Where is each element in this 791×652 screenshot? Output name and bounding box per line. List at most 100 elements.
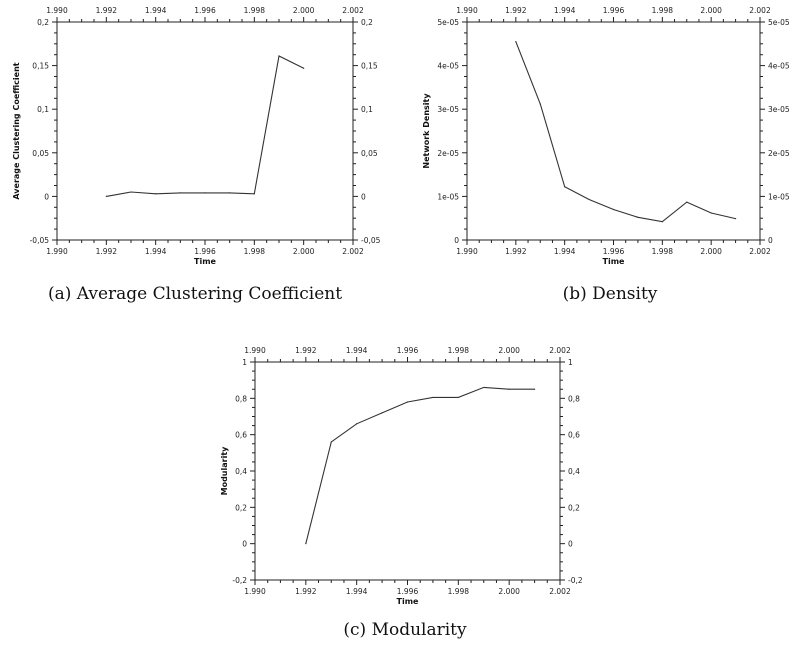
x-tick-label: 2.000 — [293, 247, 315, 256]
data-point — [105, 195, 107, 197]
x-tick-label-top: 1.992 — [295, 346, 317, 355]
y-tick-label: 0,05 — [32, 149, 49, 158]
caption-c: (c) Modularity — [343, 620, 467, 640]
chart-a: 1.990 1.990 1.992 1.992 1.994 1.994 1.996 1.996… — [12, 6, 381, 266]
y-tick-label-right: 0,2 — [568, 503, 580, 512]
y-tick-label: 0,15 — [32, 62, 49, 71]
y-tick-label: 2e-05 — [437, 149, 459, 158]
x-tick-label-top: 1.990 — [456, 6, 478, 15]
x-tick-label: 1.994 — [554, 247, 576, 256]
x-tick-label-top: 2.002 — [749, 6, 771, 15]
data-point — [179, 192, 181, 194]
plot-frame — [466, 21, 761, 241]
x-tick-label-top: 1.996 — [603, 6, 625, 15]
y-tick-label: 0,1 — [37, 105, 49, 114]
y-tick-label-right: 0,05 — [361, 149, 378, 158]
y-tick-label: 1 — [242, 358, 247, 367]
x-tick-label-top: 2.002 — [342, 6, 364, 15]
data-point — [130, 191, 132, 193]
x-tick-label-top: 2.000 — [293, 6, 315, 15]
data-point — [278, 55, 280, 57]
y-axis-label: Average Clustering Coefficient — [12, 62, 21, 199]
x-tick-label-top: 1.990 — [46, 6, 68, 15]
data-point — [515, 41, 517, 43]
y-tick-label-right: 0 — [361, 192, 366, 201]
x-tick-label: 1.990 — [456, 247, 478, 256]
y-tick-label-right: 4e-05 — [768, 62, 790, 71]
y-tick-label-right: 0,8 — [568, 394, 580, 403]
y-tick-label-right: 0,2 — [361, 18, 373, 27]
x-tick-label-top: 1.992 — [505, 6, 527, 15]
x-tick-label: 1.998 — [244, 247, 266, 256]
x-tick-label: 1.992 — [295, 587, 317, 596]
x-tick-label: 2.000 — [498, 587, 520, 596]
y-tick-label-right: 2e-05 — [768, 149, 790, 158]
y-tick-label-right: 1e-05 — [768, 192, 790, 201]
x-tick-label-top: 1.994 — [346, 346, 368, 355]
data-point — [564, 186, 566, 188]
y-tick-label: -0,2 — [232, 576, 247, 585]
x-tick-label-top: 1.994 — [554, 6, 576, 15]
x-tick-label: 1.994 — [346, 587, 368, 596]
data-point — [253, 193, 255, 195]
x-tick-label-top: 1.996 — [194, 6, 216, 15]
y-tick-label-right: 0,15 — [361, 62, 378, 71]
y-tick-label: 0,2 — [235, 503, 247, 512]
series-line — [106, 55, 304, 197]
x-axis-label: Time — [397, 597, 420, 606]
x-tick-label: 2.002 — [749, 247, 771, 256]
y-tick-label: -0,05 — [30, 236, 50, 245]
x-tick-label-top: 1.992 — [96, 6, 118, 15]
x-tick-label-top: 2.000 — [700, 6, 722, 15]
y-tick-label-right: 1 — [568, 358, 573, 367]
chart-panel-c: 1.990 1.990 1.992 1.992 1.994 1.994 1.996 1.996… — [210, 338, 590, 613]
x-tick-label: 1.996 — [194, 247, 216, 256]
data-point — [734, 218, 737, 220]
y-tick-label-right: 0,6 — [568, 431, 580, 440]
data-point — [612, 208, 615, 211]
data-point — [539, 103, 541, 105]
data-point — [710, 212, 712, 214]
series-line — [515, 41, 736, 223]
data-point — [381, 412, 383, 414]
data-point — [330, 441, 332, 443]
y-tick-label: 1e-05 — [437, 192, 459, 201]
caption-a: (a) Average Clustering Coefficient — [47, 284, 343, 304]
x-tick-label: 1.990 — [46, 247, 68, 256]
x-tick-label: 1.996 — [397, 587, 419, 596]
y-tick-label-right: 0 — [568, 540, 573, 549]
data-point — [406, 401, 409, 403]
chart-b: 1.990 1.990 1.992 1.992 1.994 1.994 1.996 1.996… — [422, 6, 790, 266]
y-axis-label: Network Density — [422, 93, 431, 169]
y-tick-label: 0 — [242, 540, 247, 549]
x-tick-label: 2.000 — [700, 247, 722, 256]
data-point — [305, 543, 307, 545]
x-tick-label: 1.990 — [244, 587, 266, 596]
data-point — [457, 396, 459, 399]
y-tick-label: 0,8 — [235, 394, 247, 403]
data-point — [356, 423, 358, 425]
x-tick-label: 1.994 — [145, 247, 167, 256]
data-point — [432, 396, 434, 399]
plot-frame — [254, 361, 561, 581]
y-tick-label-right: 5e-05 — [768, 18, 790, 27]
data-point — [533, 388, 536, 390]
data-point — [483, 386, 485, 389]
x-tick-label: 1.998 — [652, 247, 674, 256]
y-tick-label-right: 3e-05 — [768, 105, 790, 114]
caption-b: (b) Density — [562, 284, 658, 304]
chart-panel-a: 1.990 1.990 1.992 1.992 1.994 1.994 1.996 1.996… — [0, 0, 381, 275]
x-tick-label: 1.996 — [603, 247, 625, 256]
data-point — [155, 193, 157, 195]
x-tick-label-top: 1.994 — [145, 6, 167, 15]
x-tick-label-top: 1.998 — [244, 6, 266, 15]
chart-c: 1.990 1.990 1.992 1.992 1.994 1.994 1.996 1.996… — [220, 346, 583, 606]
data-point — [229, 192, 231, 194]
x-tick-label: 1.992 — [96, 247, 118, 256]
y-tick-label: 0 — [454, 236, 459, 245]
x-axis-label: Time — [194, 257, 217, 266]
data-point — [637, 216, 639, 218]
y-tick-label-right: 0 — [768, 236, 773, 245]
x-tick-label: 1.998 — [448, 587, 470, 596]
chart-panel-b: 1.990 1.990 1.992 1.992 1.994 1.994 1.996 1.996… — [410, 0, 791, 275]
